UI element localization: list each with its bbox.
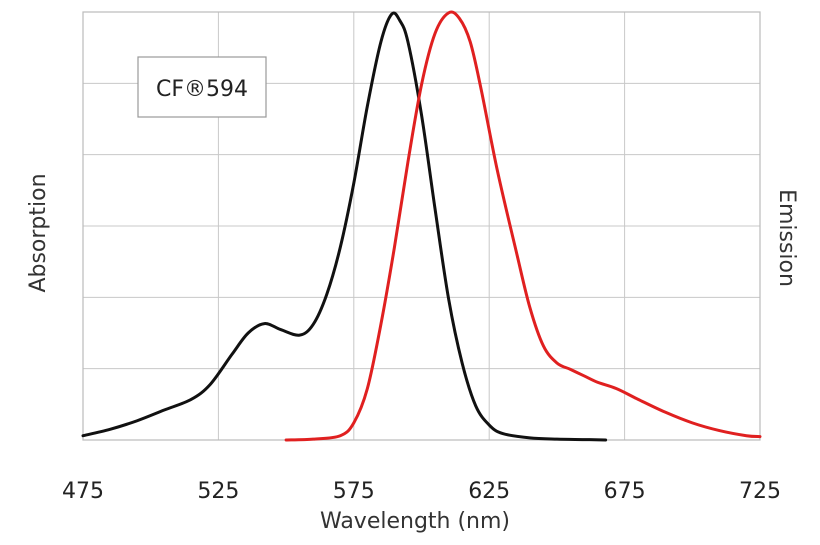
x-tick-label: 675 bbox=[604, 479, 646, 504]
legend-label: CF®594 bbox=[156, 77, 248, 102]
x-axis-title: Wavelength (nm) bbox=[320, 509, 510, 534]
plot-area-frame bbox=[82, 11, 761, 441]
left-axis-title: Absorption bbox=[26, 173, 51, 292]
series-layer bbox=[81, 10, 762, 442]
emission-series-line bbox=[284, 10, 762, 442]
absorption-series-line bbox=[81, 11, 608, 442]
x-tick-label: 475 bbox=[62, 479, 104, 504]
right-axis-title: Emission bbox=[774, 189, 799, 287]
x-tick-label: 625 bbox=[468, 479, 510, 504]
x-tick-labels: 475 525 575 625 675 725 bbox=[62, 479, 781, 504]
x-tick-label: 525 bbox=[197, 479, 239, 504]
x-tick-label: 575 bbox=[333, 479, 375, 504]
legend-box bbox=[137, 56, 267, 118]
x-tick-label: 725 bbox=[739, 479, 781, 504]
legend: CF®594 bbox=[137, 56, 267, 118]
